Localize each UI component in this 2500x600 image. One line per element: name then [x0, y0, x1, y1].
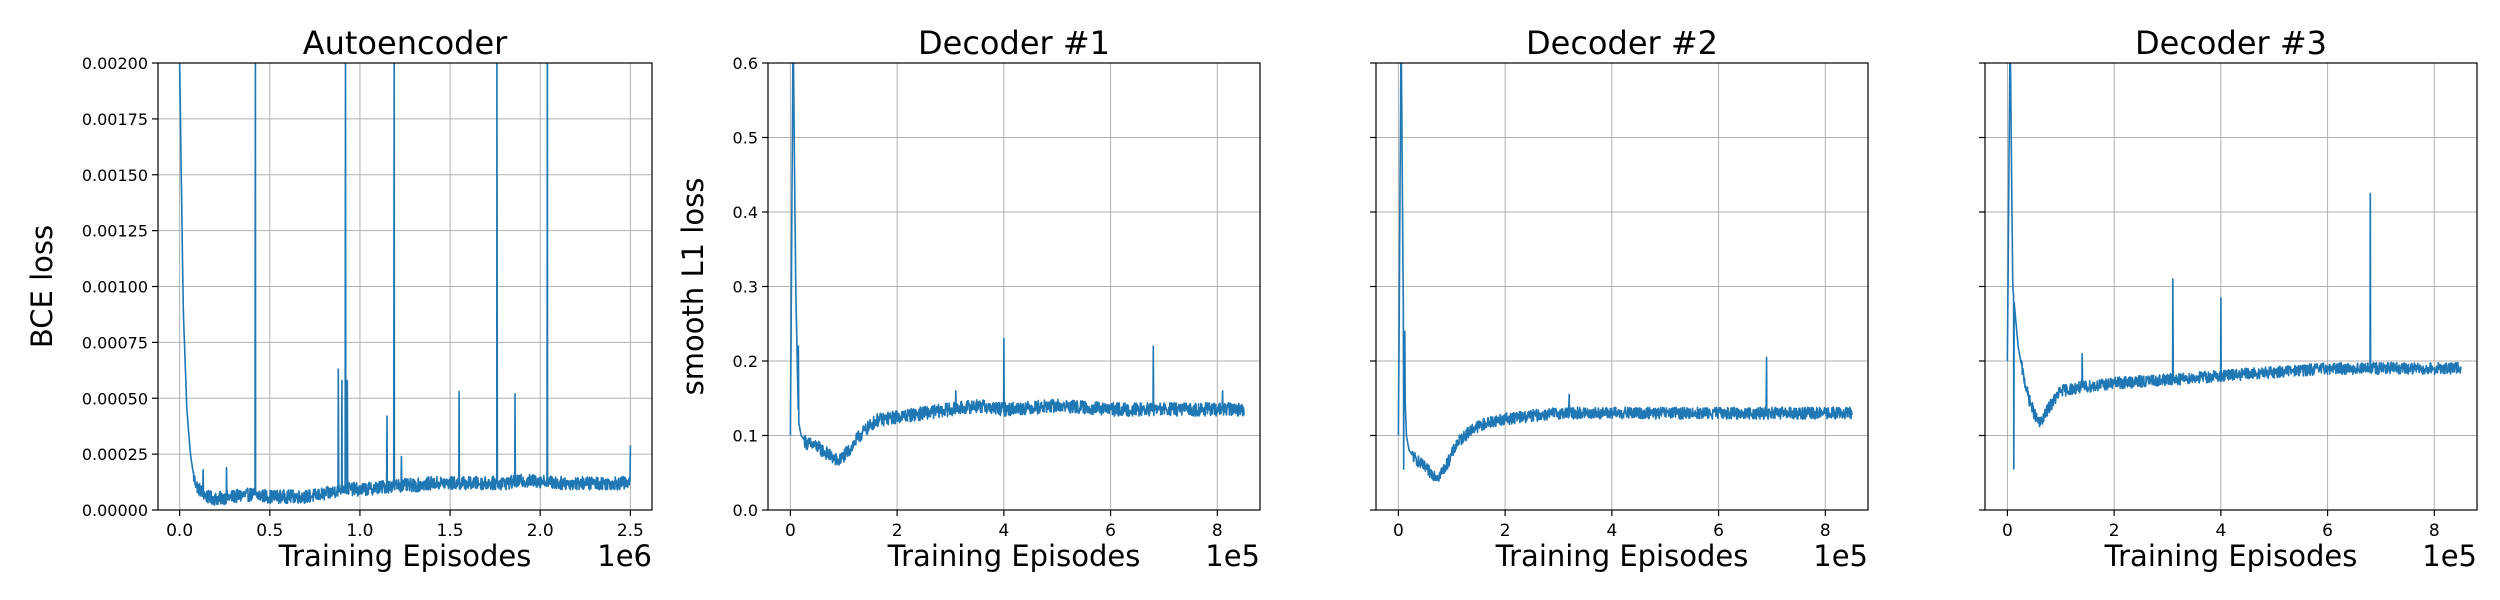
panel-decoder-1: 0 2 4 6 8 0.0 0.1 0.2 0.3 0.4 0.5 0.6 Decoder #1 Trai… — [676, 24, 1261, 573]
y-tick-label: 0.00125 — [82, 222, 148, 241]
y-axis-label: BCE loss — [25, 225, 59, 348]
panel-decoder-2: 0 2 4 6 8 Decoder #2 Training Episodes 1e5 — [1370, 24, 1869, 573]
x-tick-label: 1.5 — [437, 521, 464, 541]
x-tick-label: 4 — [2215, 521, 2226, 541]
chart-title: Decoder #3 — [2135, 24, 2327, 62]
x-tick-label: 2 — [2109, 521, 2120, 541]
x-tick-label: 6 — [2322, 521, 2333, 541]
y-tick-label: 0.00025 — [82, 445, 148, 464]
x-tick-label: 1.0 — [346, 521, 373, 541]
x-tick-label: 4 — [998, 521, 1009, 541]
x-tick-label: 8 — [1212, 521, 1223, 541]
x-tick-label: 6 — [1713, 521, 1724, 541]
series-line-0 — [178, 63, 632, 506]
x-tick-label: 8 — [2429, 521, 2440, 541]
x-tick-label: 4 — [1606, 521, 1617, 541]
x-axis-label: Training Episodes — [278, 539, 532, 573]
y-tick-label: 0.3 — [733, 278, 758, 297]
x-tick-label: 6 — [1105, 521, 1116, 541]
x-tick-label: 2 — [892, 521, 903, 541]
y-tick-label: 0.0 — [733, 501, 758, 520]
x-tick-label: 0 — [785, 521, 796, 541]
x-tick-label: 8 — [1820, 521, 1831, 541]
x-axis-label: Training Episodes — [887, 539, 1141, 573]
x-offset-label: 1e5 — [1205, 539, 1260, 573]
x-offset-label: 1e6 — [597, 539, 652, 573]
panel-decoder-3: 0 2 4 6 8 Decoder #3 Training Episodes 1e5 — [1979, 24, 2478, 573]
series-line-0 — [1397, 63, 1853, 482]
y-tick-label: 0.1 — [733, 427, 758, 446]
y-tick-label: 0.00050 — [82, 389, 148, 408]
x-tick-label: 2 — [1500, 521, 1511, 541]
y-tick-label: 0.00150 — [82, 166, 148, 185]
y-tick-label: 0.00075 — [82, 333, 148, 352]
x-tick-label: 0.0 — [166, 521, 193, 541]
x-axis-label: Training Episodes — [1495, 539, 1749, 573]
y-tick-label: 0.00000 — [82, 501, 148, 520]
y-axis-label: smooth L1 loss — [676, 178, 710, 396]
y-tick-label: 0.00175 — [82, 110, 148, 129]
x-tick-label: 2.5 — [617, 521, 644, 541]
series-line-0 — [2006, 63, 2462, 470]
series-line-0 — [789, 63, 1245, 466]
x-tick-label: 0.5 — [256, 521, 283, 541]
chart-title: Decoder #2 — [1526, 24, 1718, 62]
y-tick-label: 0.00200 — [82, 54, 148, 73]
y-tick-label: 0.6 — [733, 54, 758, 73]
x-offset-label: 1e5 — [1813, 539, 1868, 573]
y-tick-label: 0.5 — [733, 129, 758, 148]
y-tick-label: 0.00100 — [82, 278, 148, 297]
chart-title: Decoder #1 — [918, 24, 1110, 62]
x-tick-label: 0 — [1393, 521, 1404, 541]
y-tick-label: 0.4 — [733, 203, 758, 222]
x-offset-label: 1e5 — [2422, 539, 2477, 573]
y-tick-label: 0.2 — [733, 352, 758, 371]
x-tick-label: 0 — [2002, 521, 2013, 541]
x-axis-label: Training Episodes — [2104, 539, 2358, 573]
x-tick-label: 2.0 — [527, 521, 554, 541]
chart-title: Autoencoder — [303, 24, 508, 62]
panel-autoencoder: 0.0 0.5 1.0 1.5 2.0 2.5 0.00000 0.00025 0.00050 0… — [25, 24, 653, 573]
